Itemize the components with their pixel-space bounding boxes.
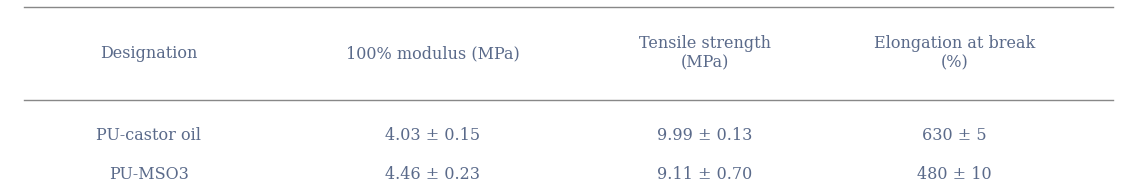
Text: PU-castor oil: PU-castor oil: [97, 127, 201, 144]
Text: Elongation at break
(%): Elongation at break (%): [873, 35, 1035, 72]
Text: 480 ± 10: 480 ± 10: [916, 166, 991, 183]
Text: 100% modulus (MPa): 100% modulus (MPa): [346, 45, 520, 62]
Text: 630 ± 5: 630 ± 5: [922, 127, 987, 144]
Text: 4.46 ± 0.23: 4.46 ± 0.23: [385, 166, 480, 183]
Text: 9.11 ± 0.70: 9.11 ± 0.70: [657, 166, 753, 183]
Text: Designation: Designation: [100, 45, 198, 62]
Text: Tensile strength
(MPa): Tensile strength (MPa): [639, 35, 771, 72]
Text: PU-MSO3: PU-MSO3: [109, 166, 189, 183]
Text: 9.99 ± 0.13: 9.99 ± 0.13: [657, 127, 753, 144]
Text: 4.03 ± 0.15: 4.03 ± 0.15: [384, 127, 480, 144]
